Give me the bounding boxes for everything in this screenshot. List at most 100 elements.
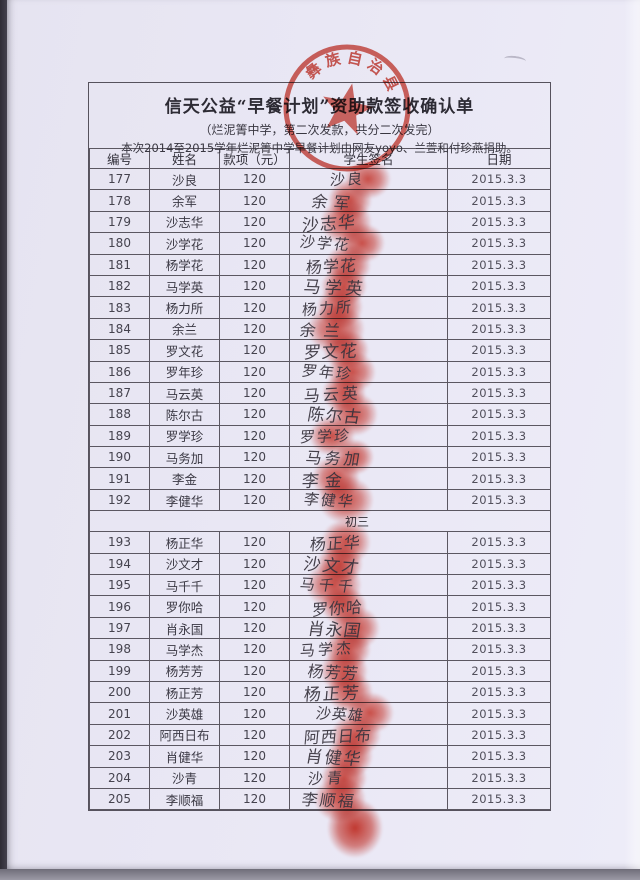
signature-cell: 杨芳芳	[289, 648, 448, 693]
date-cell: 2015.3.3	[447, 189, 551, 212]
student-name-cell: 马务加	[149, 446, 220, 469]
student-name-cell: 罗年珍	[149, 360, 220, 383]
table-row: 177 沙良 120 沙良 2015.3.3	[89, 159, 551, 199]
date-cell: 2015.3.3	[447, 403, 551, 426]
student-name-cell: 沙良	[149, 167, 220, 191]
signature-cell: 马学杰	[289, 628, 448, 671]
date-cell: 2015.3.3	[447, 702, 551, 725]
signature-cell: 陈尔古	[289, 392, 448, 437]
row-number-cell: 186	[89, 360, 150, 383]
handwritten-signature: 沙良	[329, 170, 365, 190]
date-cell: 2015.3.3	[447, 296, 551, 319]
date-cell: 2015.3.3	[447, 766, 551, 789]
amount-cell: 120	[219, 531, 290, 554]
date-cell: 2015.3.3	[447, 360, 551, 383]
row-number-cell: 184	[89, 317, 150, 341]
title-block: 信天公益“早餐计划”资助款签收确认单 （烂泥箐中学，第二次发款，共分二次发完） …	[89, 83, 550, 155]
scanner-edge-shadow	[0, 0, 7, 869]
row-number-cell: 203	[89, 745, 150, 768]
date-cell: 2015.3.3	[447, 339, 551, 362]
table-row: 191 李金 120 李金 2015.3.3	[89, 455, 551, 502]
date-cell: 2015.3.3	[447, 552, 551, 576]
table-row: 198 马学杰 120 马学杰 2015.3.3	[89, 628, 551, 671]
date-cell: 2015.3.3	[447, 531, 551, 554]
signature-cell: 沙良	[289, 159, 448, 199]
student-name-cell: 杨正华	[149, 531, 220, 554]
section-divider-row: 初三	[89, 510, 551, 533]
amount-cell: 120	[219, 616, 290, 640]
row-number-cell: 197	[89, 616, 150, 640]
signature-cell: 杨力所	[289, 285, 448, 330]
student-name-cell: 陈尔古	[149, 403, 220, 426]
student-name-cell: 阿西日布	[149, 723, 220, 747]
row-number-cell: 183	[89, 296, 150, 319]
student-name-cell: 肖健华	[149, 745, 220, 768]
signature-cell: 马千千	[289, 560, 448, 611]
amount-cell: 120	[219, 723, 290, 747]
table-body: 177 沙良 120 沙良 2015.3.3 178 余军 120 余军 201…	[89, 159, 551, 822]
amount-cell: 120	[219, 659, 290, 682]
table-row: 179 沙志华 120 沙志华 2015.3.3	[89, 198, 551, 245]
table-row: 178 余军 120 余军 2015.3.3	[89, 179, 551, 222]
table-row: 188 陈尔古 120 陈尔古 2015.3.3	[89, 392, 551, 437]
amount-cell: 120	[219, 189, 290, 212]
row-number-cell: 188	[89, 403, 150, 426]
col-header-amount: 款项（元）	[219, 148, 290, 169]
table-row: 197 肖永国 120 肖永国 2015.3.3	[89, 605, 551, 650]
student-name-cell: 余兰	[149, 317, 220, 341]
student-name-cell: 肖永国	[149, 616, 220, 640]
student-name-cell: 杨芳芳	[149, 659, 220, 682]
date-cell: 2015.3.3	[447, 253, 551, 276]
signature-cell: 罗年珍	[289, 350, 448, 393]
row-number-cell: 192	[89, 488, 150, 512]
row-number-cell: 189	[89, 424, 150, 448]
table-row: 189 罗学珍 120 罗学珍 2015.3.3	[89, 415, 551, 456]
donor-line: 本次2014至2015学年烂泥箐中学早餐计划由网友yoyo、兰萱和付珍燕捐助。	[121, 141, 518, 155]
table-row: 201 沙英雄 120 沙英雄 2015.3.3	[89, 692, 551, 735]
signature-cell: 李健华	[289, 475, 448, 524]
date-cell: 2015.3.3	[447, 787, 551, 811]
table-row: 195 马千千 120 马千千 2015.3.3	[89, 560, 551, 611]
date-cell: 2015.3.3	[447, 723, 551, 747]
fingerprint-mark	[318, 475, 374, 524]
row-number-cell: 190	[89, 446, 150, 469]
table-row: 184 余兰 120 余兰 2015.3.3	[89, 303, 551, 354]
date-cell: 2015.3.3	[447, 210, 551, 234]
signature-table: 编号 姓名 款项（元） 学生签名 日期 177 沙良 120 沙良 2015.3…	[89, 148, 551, 822]
student-name-cell: 李金	[149, 467, 220, 490]
signature-cell: 沙青	[289, 756, 448, 799]
student-name-cell: 沙青	[149, 766, 220, 789]
section-divider-label: 初三	[89, 510, 551, 533]
amount-cell: 120	[219, 766, 290, 789]
student-name-cell: 余军	[149, 189, 220, 212]
signature-cell: 肖永国	[289, 605, 448, 650]
amount-cell: 120	[219, 595, 290, 618]
seal-ring	[283, 44, 411, 172]
table-row: 200 杨正芳 120 杨正芳 2015.3.3	[89, 670, 551, 713]
student-name-cell: 罗学珍	[149, 424, 220, 448]
amount-cell: 120	[219, 787, 290, 811]
student-name-cell: 李健华	[149, 488, 220, 512]
amount-cell: 120	[219, 745, 290, 768]
amount-cell: 120	[219, 552, 290, 576]
handwritten-signature: 李健华	[302, 490, 357, 511]
date-cell: 2015.3.3	[447, 167, 551, 191]
row-number-cell: 196	[89, 595, 150, 618]
signature-cell: 沙学花	[289, 223, 448, 264]
amount-cell: 120	[219, 424, 290, 448]
handwritten-signature: 杨正芳	[302, 683, 362, 706]
signature-cell: 马学英	[289, 265, 448, 306]
amount-cell: 120	[219, 232, 290, 255]
date-cell: 2015.3.3	[447, 659, 551, 682]
table-row: 192 李健华 120 李健华 2015.3.3	[89, 475, 551, 524]
row-number-cell: 198	[89, 638, 150, 661]
pencil-mark-artifact	[503, 54, 527, 66]
date-cell: 2015.3.3	[447, 488, 551, 512]
row-number-cell: 180	[89, 232, 150, 255]
fingerprint-mark	[314, 775, 366, 822]
date-cell: 2015.3.3	[447, 317, 551, 341]
student-name-cell: 马云英	[149, 381, 220, 405]
student-name-cell: 杨力所	[149, 296, 220, 319]
document-frame: 信天公益“早餐计划”资助款签收确认单 （烂泥箐中学，第二次发款，共分二次发完） …	[88, 82, 551, 822]
table-row: 194 沙文才 120 沙文才 2015.3.3	[89, 542, 551, 585]
